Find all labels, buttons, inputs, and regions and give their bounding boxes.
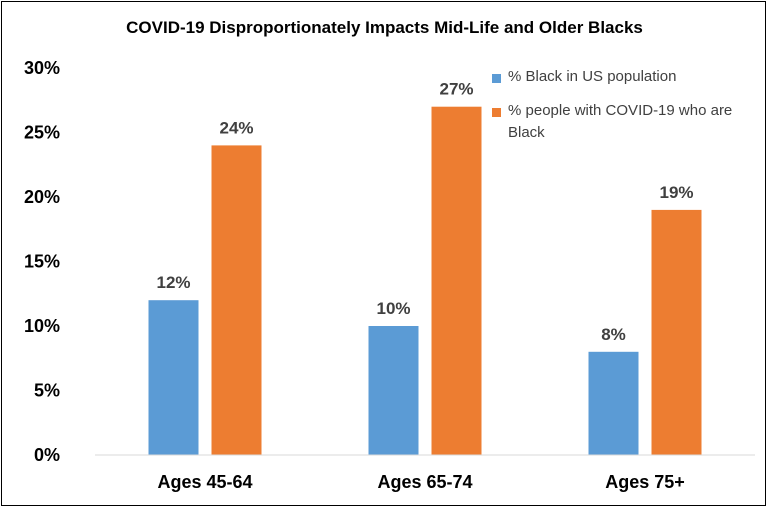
legend-swatch-blue (492, 74, 501, 83)
legend: % Black in US population % people with C… (492, 66, 742, 156)
data-label: 10% (376, 299, 410, 318)
bar-covid-cases (211, 145, 262, 455)
bar-black-population (148, 300, 199, 455)
x-category-label: Ages 65-74 (377, 472, 472, 492)
data-label: 27% (439, 80, 473, 99)
legend-swatch-orange (492, 108, 501, 117)
data-label: 24% (219, 118, 253, 137)
data-label: 8% (601, 325, 626, 344)
data-labels: 12% 24% 10% 27% 8% 19% (156, 80, 693, 344)
y-tick-label: 10% (24, 316, 60, 336)
y-tick-label: 0% (34, 445, 60, 465)
y-tick-label: 5% (34, 381, 60, 401)
bar-black-population (588, 351, 639, 455)
data-label: 19% (659, 183, 693, 202)
x-category-label: Ages 75+ (605, 472, 685, 492)
bar-covid-cases (431, 106, 482, 455)
data-label: 12% (156, 273, 190, 292)
chart-title: COVID-19 Disproportionately Impacts Mid-… (126, 18, 643, 37)
legend-label-series-2: % people with COVID-19 who are Black (508, 102, 733, 141)
y-tick-label: 20% (24, 187, 60, 207)
bar-covid-cases (651, 209, 702, 455)
legend-item-series-2: % people with COVID-19 who are Black (492, 100, 742, 144)
bar-black-population (368, 326, 419, 455)
y-tick-label: 15% (24, 252, 60, 272)
y-tick-label: 25% (24, 123, 60, 143)
x-axis-categories: Ages 45-64 Ages 65-74 Ages 75+ (157, 472, 684, 492)
y-tick-label: 30% (24, 58, 60, 78)
bars (148, 106, 702, 455)
y-axis-ticks: 0% 5% 10% 15% 20% 25% 30% (24, 58, 60, 465)
x-category-label: Ages 45-64 (157, 472, 252, 492)
legend-label-series-1: % Black in US population (508, 68, 677, 85)
legend-item-series-1: % Black in US population (492, 66, 742, 88)
